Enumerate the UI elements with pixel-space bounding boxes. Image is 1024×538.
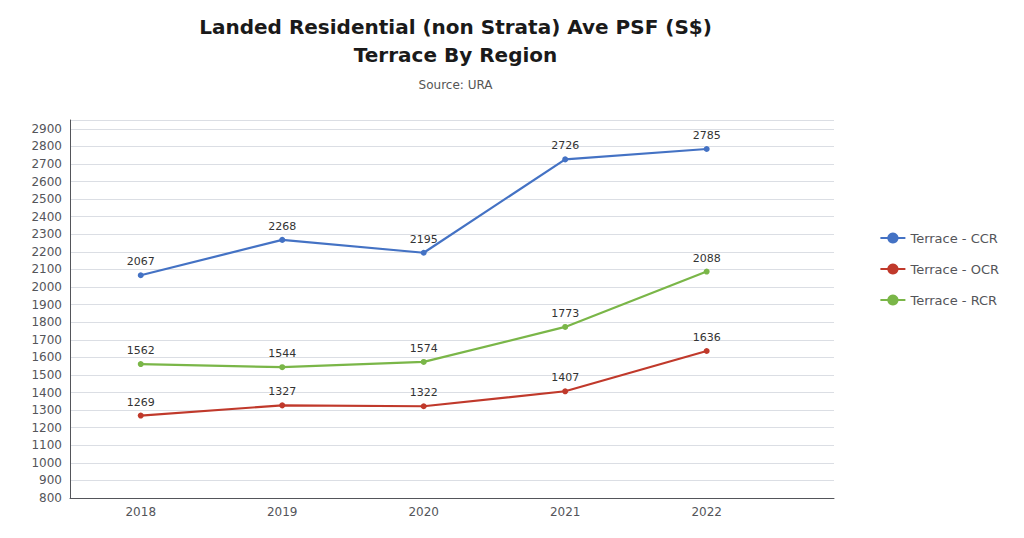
svg-text:1544: 1544 <box>268 347 296 360</box>
svg-text:2020: 2020 <box>408 505 439 519</box>
svg-text:2800: 2800 <box>31 139 62 153</box>
svg-text:2700: 2700 <box>31 157 62 171</box>
svg-text:1100: 1100 <box>31 438 62 452</box>
svg-text:2018: 2018 <box>125 505 156 519</box>
svg-text:1900: 1900 <box>31 298 62 312</box>
svg-text:1562: 1562 <box>127 344 155 357</box>
svg-text:2021: 2021 <box>550 505 581 519</box>
svg-text:2022: 2022 <box>691 505 722 519</box>
svg-text:1636: 1636 <box>693 331 721 344</box>
svg-text:1269: 1269 <box>127 396 155 409</box>
svg-text:2019: 2019 <box>267 505 298 519</box>
svg-text:1000: 1000 <box>31 456 62 470</box>
svg-text:900: 900 <box>39 473 62 487</box>
svg-text:2785: 2785 <box>693 129 721 142</box>
svg-text:2195: 2195 <box>410 233 438 246</box>
svg-text:2300: 2300 <box>31 227 62 241</box>
svg-text:1327: 1327 <box>268 385 296 398</box>
svg-text:1700: 1700 <box>31 333 62 347</box>
svg-text:Terrace By Region: Terrace By Region <box>354 43 558 67</box>
svg-text:2268: 2268 <box>268 220 296 233</box>
svg-text:1600: 1600 <box>31 350 62 364</box>
svg-text:2726: 2726 <box>551 139 579 152</box>
svg-text:Terrace - OCR: Terrace - OCR <box>909 262 999 277</box>
svg-text:2400: 2400 <box>31 210 62 224</box>
svg-text:Landed Residential (non Strata: Landed Residential (non Strata) Ave PSF … <box>199 15 712 39</box>
svg-text:1400: 1400 <box>31 386 62 400</box>
svg-text:1407: 1407 <box>551 371 579 384</box>
svg-text:Terrace - RCR: Terrace - RCR <box>909 293 997 308</box>
svg-text:800: 800 <box>39 491 62 505</box>
svg-text:1773: 1773 <box>551 307 579 320</box>
svg-text:1800: 1800 <box>31 315 62 329</box>
svg-text:1200: 1200 <box>31 421 62 435</box>
svg-text:2500: 2500 <box>31 192 62 206</box>
svg-text:2100: 2100 <box>31 262 62 276</box>
svg-text:2600: 2600 <box>31 175 62 189</box>
svg-text:2900: 2900 <box>31 122 62 136</box>
svg-text:Terrace - CCR: Terrace - CCR <box>909 231 997 246</box>
svg-text:2000: 2000 <box>31 280 62 294</box>
svg-text:2200: 2200 <box>31 245 62 259</box>
svg-text:2088: 2088 <box>693 252 721 265</box>
svg-text:1574: 1574 <box>410 342 438 355</box>
svg-text:Source: URA: Source: URA <box>419 78 494 92</box>
svg-text:1300: 1300 <box>31 403 62 417</box>
svg-text:1500: 1500 <box>31 368 62 382</box>
svg-text:1322: 1322 <box>410 386 438 399</box>
svg-text:2067: 2067 <box>127 255 155 268</box>
